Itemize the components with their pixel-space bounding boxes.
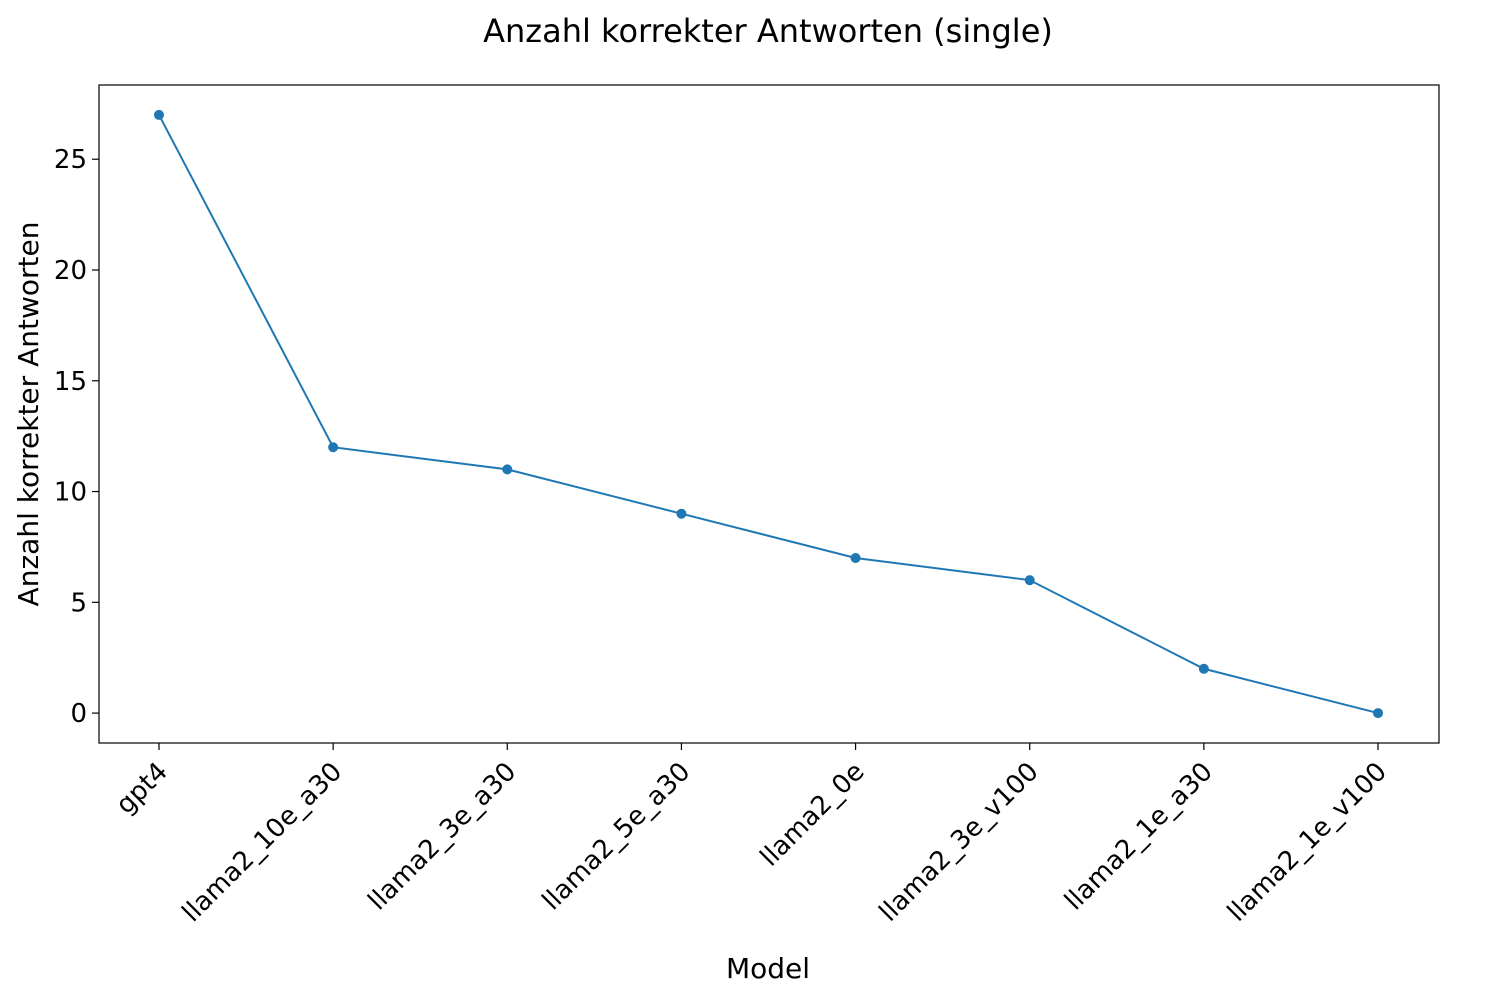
data-point <box>1198 663 1209 674</box>
data-point <box>502 464 513 475</box>
chart-title: Anzahl korrekter Antworten (single) <box>483 12 1053 50</box>
data-point <box>154 109 164 120</box>
data-point <box>676 508 687 519</box>
x-tick-label: llama2_3e_a30 <box>363 757 523 917</box>
data-point <box>1373 708 1383 719</box>
x-tick-label: llama2_3e_v100 <box>874 757 1045 928</box>
y-axis-label: Anzahl korrekter Antworten <box>12 222 45 607</box>
x-tick-label: llama2_1e_a30 <box>1059 757 1219 917</box>
x-axis-label: Model <box>726 952 810 985</box>
plot-area <box>98 84 1440 744</box>
y-tick-label: 20 <box>54 256 87 286</box>
x-tick-label: llama2_0e <box>755 757 871 873</box>
x-axis: gpt4 llama2_10e_a30 llama2_3e_a30 llama2_5e… <box>110 743 1393 928</box>
data-point <box>850 553 861 564</box>
y-tick-label: 10 <box>54 478 87 508</box>
y-tick-label: 15 <box>54 367 87 397</box>
y-tick-label: 25 <box>54 145 87 175</box>
x-tick-label: llama2_5e_a30 <box>537 757 697 917</box>
x-tick-label: gpt4 <box>110 757 173 820</box>
x-tick-label: llama2_1e_v100 <box>1222 757 1393 928</box>
y-tick-label: 5 <box>70 588 87 618</box>
y-tick-label: 0 <box>70 699 87 729</box>
data-point <box>1024 575 1035 586</box>
x-tick-label: llama2_10e_a30 <box>177 757 348 928</box>
y-axis: 0 5 10 15 20 25 <box>54 145 99 729</box>
data-point <box>328 442 339 453</box>
series-line <box>158 114 1379 715</box>
series-layer <box>154 109 1383 719</box>
